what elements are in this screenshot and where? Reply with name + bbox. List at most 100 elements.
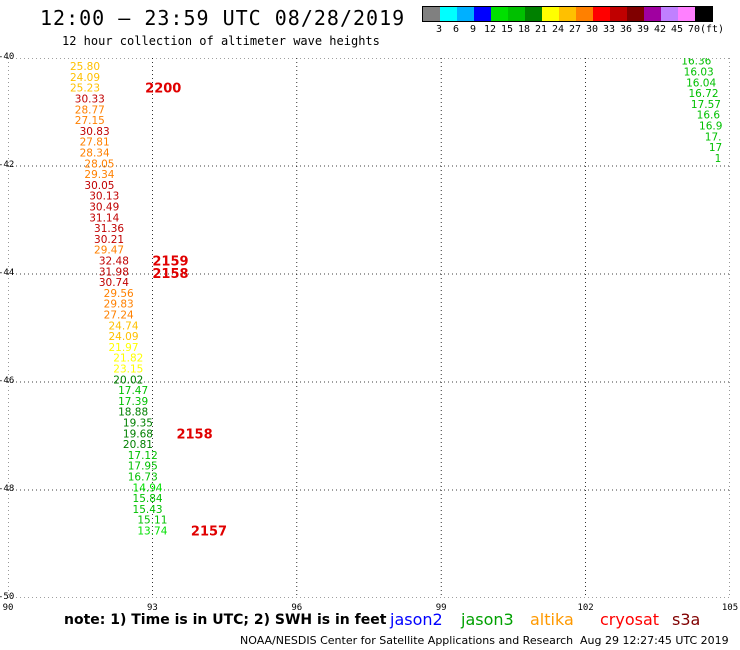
colorbar-tick-label: 42 — [653, 24, 667, 35]
wave-height-label: 20.02 — [113, 374, 143, 386]
colorbar-tick-label: 24 — [551, 24, 565, 35]
colorbar-tick-label: 3 — [435, 24, 443, 35]
colorbar-tick-label: 12 — [483, 24, 497, 35]
wave-height-label: 14.94 — [133, 482, 163, 494]
wave-height-label: 17 — [709, 142, 722, 154]
colorbar-legend: 3 6 9 12 15 18 21 24 27 30 33 36 39 42 45 70 (ft) — [422, 6, 724, 36]
colorbar-swatch — [457, 7, 474, 21]
wave-height-label: 28.77 — [75, 104, 105, 116]
colorbar-tick-label: 45 — [670, 24, 684, 35]
longitude-tick-label: 105 — [721, 603, 739, 613]
wave-height-label: 16.73 — [128, 472, 158, 484]
colorbar-tick-label: 21 — [534, 24, 548, 35]
wave-height-label: 29.47 — [94, 245, 124, 257]
wave-height-label: 28.34 — [80, 148, 110, 160]
colorbar-swatch — [491, 7, 508, 21]
longitude-tick-label: 102 — [577, 603, 594, 613]
longitude-tick-label: 96 — [291, 603, 303, 613]
latitude-tick-label: -40 — [0, 52, 15, 62]
wave-height-label: 27.81 — [80, 137, 110, 149]
colorbar-swatches — [422, 6, 713, 22]
chart-subtitle: 12 hour collection of altimeter wave hei… — [62, 34, 380, 48]
wave-height-label: 29.83 — [104, 299, 134, 311]
wave-height-label: 25.23 — [70, 83, 100, 95]
wave-height-label: 24.09 — [70, 72, 100, 84]
wave-height-label: 17.57 — [691, 99, 721, 111]
wave-height-label: 16.9 — [699, 121, 722, 133]
colorbar-swatch — [678, 7, 695, 21]
wave-height-label: 30.74 — [99, 277, 129, 289]
wave-height-label: 30.33 — [75, 94, 105, 106]
colorbar-labels: 3 6 9 12 15 18 21 24 27 30 33 36 39 42 45 70 (ft) — [422, 22, 724, 36]
colorbar-swatch — [695, 7, 712, 21]
colorbar-swatch — [440, 7, 457, 21]
legend-item-cryosat: cryosat — [600, 610, 660, 629]
colorbar-tick-label: 18 — [517, 24, 531, 35]
wave-height-label: 30.13 — [89, 191, 119, 203]
wave-height-label: 29.56 — [104, 288, 134, 300]
latitude-tick-label: -44 — [0, 268, 15, 278]
colorbar-swatch — [525, 7, 542, 21]
colorbar-swatch — [508, 7, 525, 21]
wave-height-values: 25.8024.0925.2330.3328.7727.1530.8327.81… — [70, 58, 722, 538]
wave-height-label: 30.49 — [89, 202, 119, 214]
colorbar-swatch — [559, 7, 576, 21]
footer-credit: NOAA/NESDIS Center for Satellite Applica… — [240, 634, 574, 647]
note-text: note: 1) Time is in UTC; 2) SWH is in fe… — [64, 612, 387, 628]
wave-height-label: 21.82 — [113, 353, 143, 365]
colorbar-swatch — [593, 7, 610, 21]
colorbar-tick-label: 9 — [469, 24, 477, 35]
time-label: 2157 — [191, 525, 227, 540]
colorbar-tick-label: 70 — [687, 24, 701, 35]
legend-item-s3a: s3a — [672, 610, 701, 629]
wave-height-label: 31.98 — [99, 266, 129, 278]
longitude-tick-label: 99 — [435, 603, 447, 613]
longitude-tick-label: 93 — [146, 603, 158, 613]
wave-height-label: 16.6 — [697, 110, 721, 122]
colorbar-swatch — [644, 7, 661, 21]
wave-height-label: 13.74 — [137, 526, 167, 538]
wave-height-label: 18.88 — [118, 407, 148, 419]
wave-height-label: 16.72 — [688, 88, 718, 100]
wave-height-label: 24.09 — [108, 331, 138, 343]
latitude-tick-label: -46 — [0, 376, 15, 386]
latitude-tick-label: -50 — [0, 592, 15, 602]
colorbar-unit: (ft) — [699, 24, 725, 35]
wave-height-label: 17.95 — [128, 461, 158, 473]
wave-height-label: 15.84 — [133, 493, 163, 505]
time-label: 2158 — [176, 427, 212, 442]
colorbar-swatch — [610, 7, 627, 21]
wave-height-label: 17.12 — [128, 450, 158, 462]
wave-height-label: 21.97 — [108, 342, 138, 354]
wave-height-label: 25.80 — [70, 61, 100, 73]
wave-height-map: 25.8024.0925.2330.3328.7727.1530.8327.81… — [8, 58, 730, 598]
wave-height-label: 30.05 — [84, 180, 114, 192]
wave-height-label: 17.47 — [118, 385, 148, 397]
latitude-tick-label: -42 — [0, 160, 15, 170]
latitude-tick-label: -48 — [0, 484, 15, 494]
colorbar-tick-label: 39 — [636, 24, 650, 35]
map-grid — [8, 58, 730, 598]
legend-item-jason3: jason3 — [461, 610, 514, 629]
wave-height-label: 27.24 — [104, 310, 134, 322]
wave-height-label: 19.68 — [123, 428, 153, 440]
wave-height-label: 16.03 — [684, 67, 714, 79]
wave-height-label: 32.48 — [99, 256, 129, 268]
time-label: 2158 — [152, 267, 188, 282]
colorbar-swatch — [423, 7, 440, 21]
wave-height-label: 29.34 — [84, 169, 114, 181]
chart-title: 12:00 – 23:59 UTC 08/28/2019 — [40, 6, 406, 30]
legend-item-altika: altika — [530, 610, 574, 629]
colorbar-swatch — [474, 7, 491, 21]
colorbar-tick-label: 15 — [500, 24, 514, 35]
wave-height-label: 17. — [705, 131, 722, 143]
colorbar-swatch — [576, 7, 593, 21]
legend-item-jason2: jason2 — [390, 610, 443, 629]
wave-height-label: 17.39 — [118, 396, 148, 408]
wave-height-label: 28.05 — [84, 158, 114, 170]
time-label: 2159 — [152, 255, 188, 270]
wave-height-label: 30.21 — [94, 234, 124, 246]
wave-height-label: 15.43 — [133, 504, 163, 516]
colorbar-swatch — [627, 7, 644, 21]
